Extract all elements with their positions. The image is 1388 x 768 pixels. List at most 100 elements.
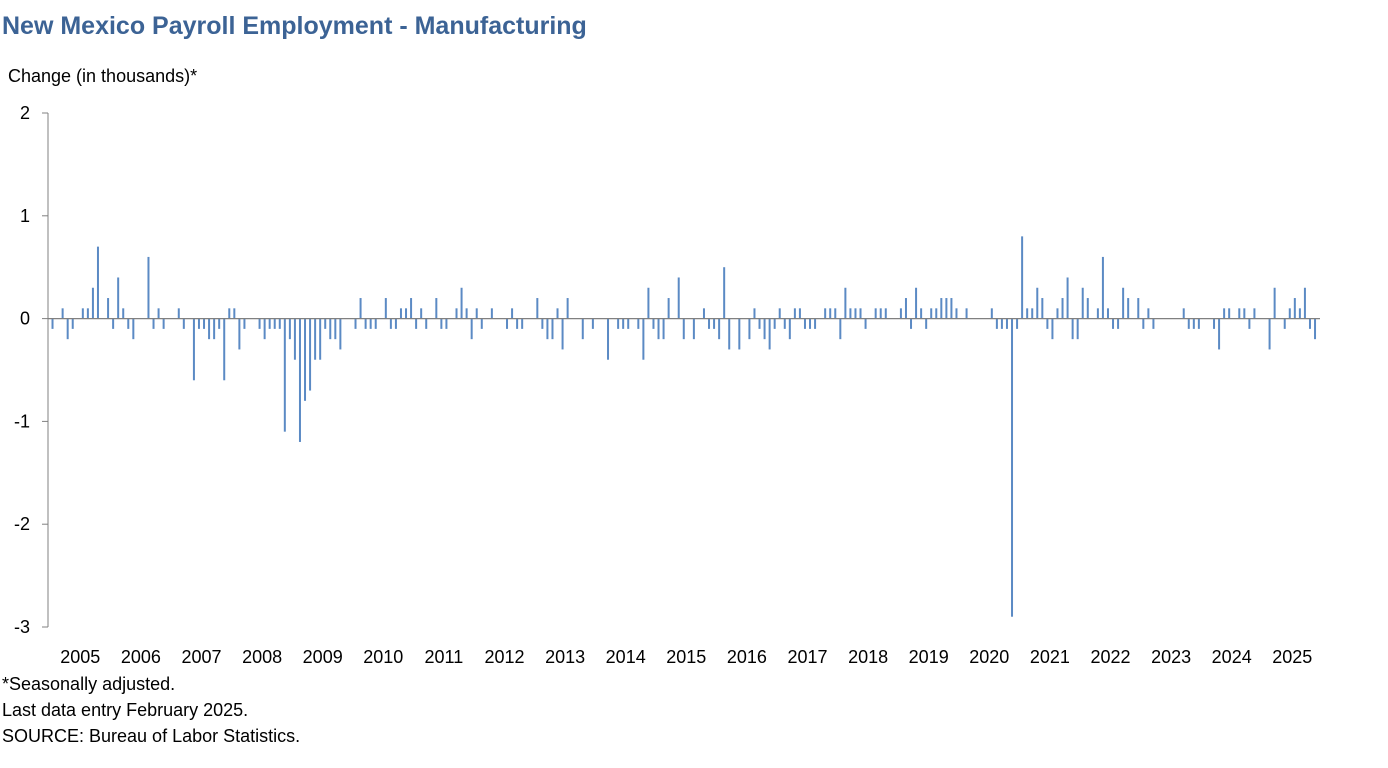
- bar: [844, 287, 847, 319]
- x-tick-label: 2014: [606, 647, 646, 667]
- bar: [647, 287, 650, 319]
- bar: [990, 308, 993, 319]
- bar: [1142, 318, 1145, 329]
- bar: [824, 308, 827, 319]
- bar: [455, 308, 458, 319]
- bar: [389, 318, 392, 329]
- bar: [283, 318, 286, 432]
- bar: [1066, 277, 1069, 319]
- bar: [460, 287, 463, 319]
- x-tick-label: 2019: [909, 647, 949, 667]
- y-tick-label: -1: [14, 411, 30, 431]
- bar: [268, 318, 271, 329]
- bar: [945, 298, 948, 319]
- bar: [309, 318, 312, 391]
- bar: [1127, 298, 1130, 319]
- bar: [490, 308, 493, 319]
- bar: [1187, 318, 1190, 329]
- x-tick-label: 2013: [545, 647, 585, 667]
- y-axis-label: Change (in thousands)*: [8, 66, 198, 86]
- y-tick-label: -2: [14, 514, 30, 534]
- bar: [162, 318, 165, 329]
- bar: [521, 318, 524, 329]
- bar: [1253, 308, 1256, 319]
- bar: [324, 318, 327, 329]
- bar: [228, 308, 231, 319]
- bar: [339, 318, 342, 350]
- bar: [364, 318, 367, 329]
- bar: [541, 318, 544, 329]
- bar: [1197, 318, 1200, 329]
- x-tick-label: 2008: [242, 647, 282, 667]
- x-tick-label: 2009: [303, 647, 343, 667]
- bar: [677, 277, 680, 319]
- bar: [319, 318, 322, 360]
- bar: [1081, 287, 1084, 319]
- bar: [1000, 318, 1003, 329]
- bar: [1046, 318, 1049, 329]
- bars-layer: [51, 236, 1317, 617]
- bar: [329, 318, 332, 340]
- bar: [122, 308, 125, 319]
- bar: [147, 256, 150, 319]
- bar: [803, 318, 806, 329]
- bar: [1147, 308, 1150, 319]
- bar: [1016, 318, 1019, 329]
- bar: [708, 318, 711, 329]
- bar: [935, 308, 938, 319]
- bar: [420, 308, 423, 319]
- bar: [925, 318, 928, 329]
- bar: [516, 318, 519, 329]
- bar: [617, 318, 620, 329]
- bar: [1112, 318, 1115, 329]
- bar: [1101, 256, 1104, 319]
- bar: [233, 308, 236, 319]
- bar: [995, 318, 998, 329]
- bar: [192, 318, 195, 381]
- bar: [384, 298, 387, 319]
- chart-title: New Mexico Payroll Employment - Manufact…: [2, 12, 587, 40]
- bar: [561, 318, 564, 350]
- bar: [622, 318, 625, 329]
- bar: [702, 308, 705, 319]
- y-tick-label: 2: [20, 103, 30, 123]
- bar: [127, 318, 130, 329]
- bar: [354, 318, 357, 329]
- bar: [1041, 298, 1044, 319]
- bar: [713, 318, 716, 329]
- bar: [753, 308, 756, 319]
- bar: [117, 277, 120, 319]
- x-tick-label: 2017: [787, 647, 827, 667]
- bar: [1056, 308, 1059, 319]
- x-tick-label: 2010: [363, 647, 403, 667]
- bar: [182, 318, 185, 329]
- bar: [1061, 298, 1064, 319]
- bar: [470, 318, 473, 340]
- bar: [203, 318, 206, 329]
- bar: [112, 318, 115, 329]
- bar: [132, 318, 135, 340]
- bar: [778, 308, 781, 319]
- bar: [920, 308, 923, 319]
- bar: [723, 267, 726, 319]
- bar: [1076, 318, 1079, 340]
- bar: [1243, 308, 1246, 319]
- bar: [213, 318, 216, 340]
- bar: [783, 318, 786, 329]
- bar: [899, 308, 902, 319]
- bar: [1096, 308, 1099, 319]
- bar: [1303, 287, 1306, 319]
- bar: [374, 318, 377, 329]
- bar: [556, 308, 559, 319]
- bar: [152, 318, 155, 329]
- bar: [642, 318, 645, 360]
- bar: [662, 318, 665, 340]
- bar: [667, 298, 670, 319]
- bar: [627, 318, 630, 329]
- bar: [536, 298, 539, 319]
- bar: [288, 318, 291, 340]
- bar: [86, 308, 89, 319]
- bar: [652, 318, 655, 329]
- bar: [81, 308, 84, 319]
- bar: [773, 318, 776, 329]
